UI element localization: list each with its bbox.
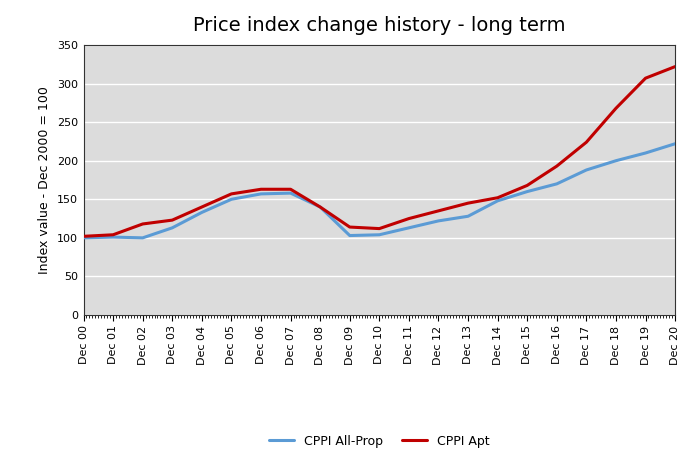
CPPI All-Prop [79, 235, 88, 241]
CPPI Apt [198, 204, 206, 210]
CPPI Apt [257, 187, 265, 192]
CPPI All-Prop [404, 225, 413, 230]
CPPI Apt [316, 204, 324, 210]
Legend: CPPI All-Prop, CPPI Apt: CPPI All-Prop, CPPI Apt [269, 435, 489, 448]
CPPI Apt [139, 221, 147, 227]
CPPI Apt [523, 183, 532, 188]
CPPI All-Prop [553, 181, 561, 187]
CPPI All-Prop [227, 197, 235, 202]
CPPI All-Prop [641, 150, 649, 156]
CPPI All-Prop [612, 158, 620, 163]
CPPI Apt [553, 163, 561, 169]
CPPI Apt [375, 226, 383, 231]
CPPI All-Prop [257, 191, 265, 197]
CPPI Apt [493, 195, 502, 200]
CPPI Apt [464, 200, 472, 206]
CPPI Apt [582, 140, 590, 145]
CPPI Apt [434, 208, 443, 214]
CPPI All-Prop [434, 218, 443, 224]
CPPI Apt [641, 76, 649, 81]
Line: CPPI All-Prop: CPPI All-Prop [84, 144, 675, 238]
CPPI Apt [404, 216, 413, 221]
Title: Price index change history - long term: Price index change history - long term [193, 16, 566, 35]
CPPI All-Prop [346, 233, 354, 238]
CPPI All-Prop [316, 204, 324, 210]
CPPI Apt [671, 64, 679, 69]
CPPI All-Prop [139, 235, 147, 241]
CPPI All-Prop [287, 190, 295, 196]
CPPI Apt [346, 225, 354, 230]
CPPI All-Prop [198, 210, 206, 215]
CPPI All-Prop [671, 141, 679, 146]
CPPI Apt [79, 234, 88, 239]
CPPI Apt [109, 232, 117, 238]
CPPI All-Prop [109, 234, 117, 240]
CPPI All-Prop [523, 189, 532, 194]
CPPI Apt [287, 187, 295, 192]
CPPI Apt [612, 106, 620, 111]
CPPI Apt [227, 191, 235, 197]
Line: CPPI Apt: CPPI Apt [84, 67, 675, 236]
CPPI All-Prop [582, 167, 590, 173]
CPPI All-Prop [464, 214, 472, 219]
CPPI All-Prop [168, 225, 176, 230]
CPPI Apt [168, 217, 176, 223]
CPPI All-Prop [493, 198, 502, 203]
Y-axis label: Index value - Dec 2000 = 100: Index value - Dec 2000 = 100 [38, 86, 52, 274]
CPPI All-Prop [375, 232, 383, 238]
